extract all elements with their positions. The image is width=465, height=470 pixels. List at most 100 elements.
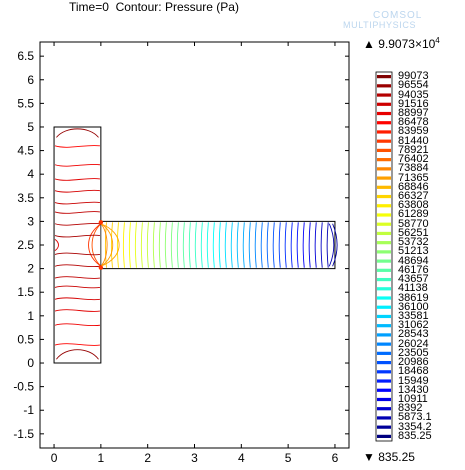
colorbar-level-label: 38619 xyxy=(398,291,429,304)
contour-line xyxy=(290,222,293,268)
y-tick-label: 0.5 xyxy=(17,332,34,346)
x-tick-label: 2 xyxy=(144,451,151,465)
channel-outline xyxy=(53,126,336,364)
colorbar-swatch xyxy=(377,259,391,263)
colorbar-swatch xyxy=(377,268,391,272)
y-tick-label: 5 xyxy=(27,120,34,134)
contour-line xyxy=(224,222,227,268)
colorbar-level-label: 76402 xyxy=(398,153,429,166)
colorbar-swatch xyxy=(377,416,391,420)
max-value-label: ▲ 9.9073×104 xyxy=(363,36,440,51)
contour-line xyxy=(260,222,263,268)
colorbar-level-label: 43657 xyxy=(398,273,429,286)
y-tick-label: 5.5 xyxy=(17,96,34,110)
colorbar-level-label: 33581 xyxy=(398,309,429,322)
colorbar-swatch xyxy=(377,324,391,328)
colorbar-level-label: 99073 xyxy=(398,70,429,83)
colorbar-swatch xyxy=(377,84,391,88)
vertical-contour xyxy=(54,234,100,238)
colorbar-level-label: 71365 xyxy=(398,171,429,184)
vertical-contour xyxy=(54,285,100,289)
junction-contour xyxy=(100,223,108,267)
comsol-logo: COMSOL MULTIPHYSICS xyxy=(343,10,458,32)
colorbar-swatch xyxy=(377,148,391,153)
colorbar-level-label: 15949 xyxy=(398,374,429,387)
contour-line xyxy=(278,222,281,268)
y-tick-label: 1 xyxy=(27,309,34,323)
colorbar-level-label: 63808 xyxy=(398,199,429,212)
contour-line xyxy=(176,222,179,268)
colorbar-level-label: 36100 xyxy=(398,300,429,313)
colorbar-level-label: 83959 xyxy=(398,125,429,138)
colorbar-swatch xyxy=(377,314,391,319)
contour-line xyxy=(158,222,161,268)
colorbar-level-label: 46176 xyxy=(398,263,429,276)
colorbar-swatch xyxy=(377,397,391,402)
colorbar-swatch xyxy=(377,425,391,429)
colorbar-swatch xyxy=(377,296,391,300)
x-tick-label: 6 xyxy=(332,451,339,465)
contour-line xyxy=(110,222,113,268)
y-tick-label: 2 xyxy=(27,262,34,276)
junction-contour xyxy=(88,223,102,267)
vertical-contour xyxy=(54,163,100,167)
x-tick-label: 5 xyxy=(285,451,292,465)
colorbar-level-label: 88997 xyxy=(398,107,429,119)
contour-line xyxy=(230,222,233,268)
outlet-contour xyxy=(328,223,335,267)
contour-line xyxy=(152,222,155,268)
y-tick-label: 4 xyxy=(27,167,34,181)
colorbar-level-label: 20986 xyxy=(398,356,429,369)
colorbar-swatch xyxy=(377,222,391,226)
corner-dot xyxy=(98,220,104,225)
vertical-contour xyxy=(54,222,100,226)
contour-line xyxy=(212,222,215,268)
junction-contour xyxy=(100,223,120,267)
colorbar-swatch xyxy=(377,351,391,355)
colorbar-level-label: 48694 xyxy=(398,254,429,267)
x-tick-label: 0 xyxy=(51,451,58,465)
colorbar-level-label: 78921 xyxy=(398,143,429,156)
x-tick-label: 3 xyxy=(191,451,198,465)
contour-label: Contour: Pressure (Pa) xyxy=(115,0,239,14)
logo-line-2: MULTIPHYSICS xyxy=(343,20,417,30)
vertical-contour xyxy=(54,297,100,301)
y-tick-label: 3.5 xyxy=(17,191,34,205)
contour-line xyxy=(296,222,299,268)
colorbar-swatch xyxy=(377,287,391,291)
vertical-contour xyxy=(54,252,100,256)
junction-contour xyxy=(91,223,102,267)
contour-line xyxy=(188,222,191,268)
colorbar-swatch xyxy=(377,388,391,392)
y-tick-label: 0 xyxy=(27,356,34,370)
vertical-contour xyxy=(54,211,100,214)
colorbar-swatch xyxy=(377,360,391,365)
max-triangle-icon: ▲ xyxy=(363,37,375,51)
colorbar-level-label: 86478 xyxy=(398,116,429,129)
junction-contour xyxy=(100,223,114,267)
contour-line xyxy=(170,222,173,268)
colorbar-swatch xyxy=(377,167,391,171)
contour-lines xyxy=(54,128,338,360)
colorbar-level-label: 23505 xyxy=(398,346,429,359)
y-tick-label: 3 xyxy=(27,214,34,228)
axes: 0 1 2 3 4 5 6 -1.5 -1 -0.5 0 0.5 1 1.5 2 2.5 3 3.5 4 4.5 5 5.… xyxy=(13,41,350,465)
colorbar-level-label: 68846 xyxy=(398,180,429,193)
contour-line xyxy=(182,222,185,268)
colorbar-swatch xyxy=(377,158,391,162)
colorbar-level-label: 28543 xyxy=(398,328,429,341)
colorbar-swatch xyxy=(377,130,391,134)
max-value: 9.9073×10 xyxy=(378,37,436,51)
vertical-contour xyxy=(54,178,100,181)
contour-line xyxy=(128,222,131,268)
colorbar-swatch xyxy=(377,204,391,208)
colorbar-swatch xyxy=(377,185,391,189)
colorbar-swatch xyxy=(377,93,391,97)
colorbar-level-label: 31062 xyxy=(398,319,429,332)
colorbar-level-label: 58770 xyxy=(398,217,429,230)
colorbar-level-label: 73884 xyxy=(398,162,429,175)
vertical-contour xyxy=(54,201,100,205)
contour-line xyxy=(320,222,323,268)
vertical-contour xyxy=(54,264,100,268)
